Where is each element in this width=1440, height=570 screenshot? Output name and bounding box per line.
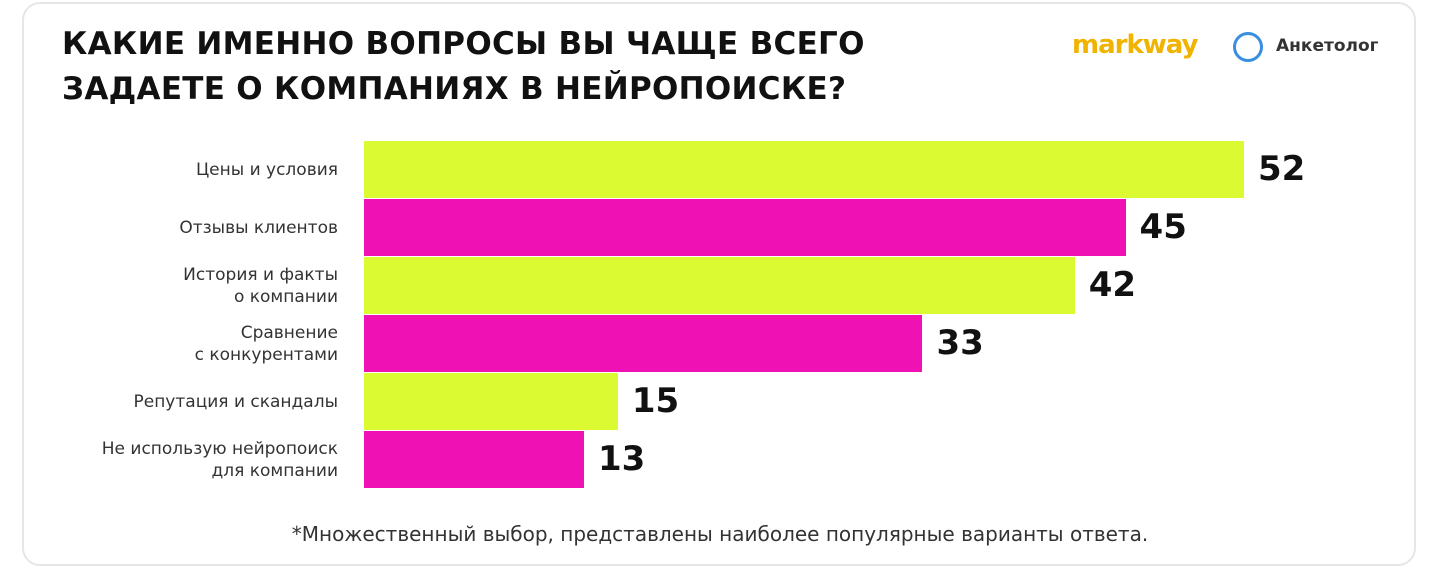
- bar: [364, 257, 1075, 314]
- footnote: *Множественный выбор, представлены наибо…: [291, 522, 1149, 546]
- category-label: Репутация и скандалы: [133, 391, 338, 412]
- category-label: Цены и условия: [195, 159, 338, 180]
- logo: markway: [1072, 30, 1198, 60]
- logo: Анкетолог: [1276, 36, 1379, 56]
- bar: [364, 141, 1244, 198]
- category-label: Отзывы клиентов: [179, 217, 338, 238]
- value-label: 42: [1088, 265, 1137, 305]
- value-label: 45: [1139, 207, 1187, 247]
- value-label: 33: [936, 323, 984, 363]
- bar: [364, 199, 1126, 256]
- bar: [364, 315, 923, 372]
- card: [22, 2, 1416, 566]
- logo-icon: [1233, 32, 1263, 62]
- value-label: 15: [631, 381, 680, 421]
- value-label: 13: [598, 439, 646, 479]
- category-label: Сравнение с конкурентами: [194, 322, 338, 365]
- bar: [364, 373, 618, 430]
- category-label: Не использую нейропоиск для компании: [101, 438, 338, 481]
- bar: [364, 431, 584, 488]
- value-label: 52: [1258, 149, 1306, 189]
- category-label: История и факты о компании: [183, 264, 338, 307]
- chart-title: КАКИЕ ИМЕННО ВОПРОСЫ ВЫ ЧАЩЕ ВСЕГО ЗАДАЕ…: [62, 26, 865, 107]
